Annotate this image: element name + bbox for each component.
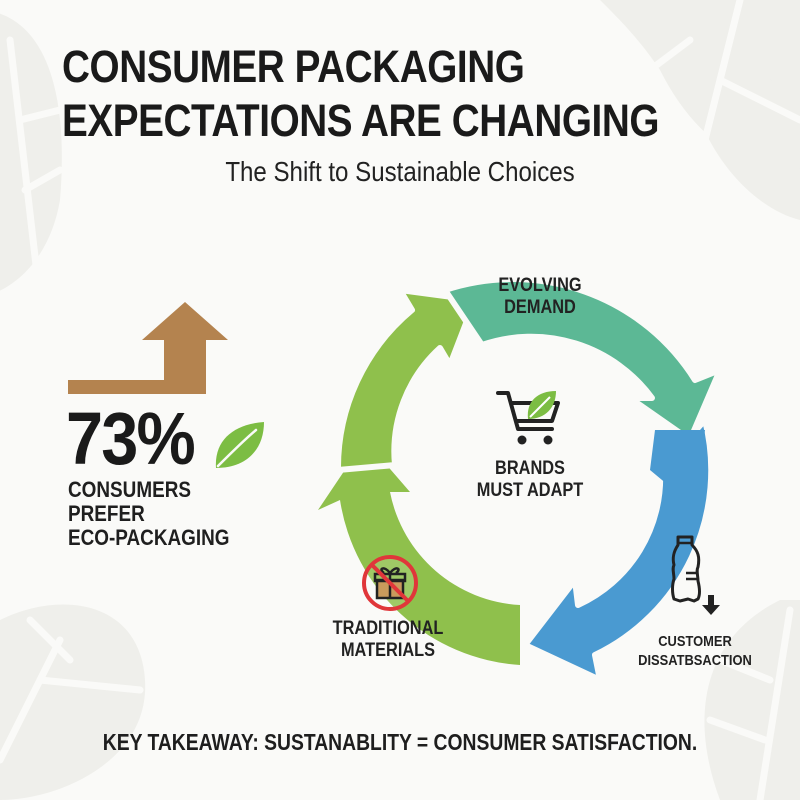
page-subtitle: The Shift to Sustainable Choices [225,156,575,187]
cycle-center-label: BRANDS MUST ADAPT [476,458,584,501]
eco-shopping-cart-icon [496,391,560,445]
stat-label-line-3: ECO-PACKAGING [68,525,230,550]
no-gift-box-icon [362,555,418,611]
cycle-segment-green-upper [334,287,478,473]
cycle-segment-blue [522,417,715,683]
title-line-2: EXPECTATIONS ARE CHANGING [62,95,660,146]
trend-up-arrow-icon [68,302,228,394]
key-takeaway: KEY TAKEAWAY: SUSTANABLITY = CONSUMER SA… [102,729,698,755]
cycle-label-evolving-demand: EVOLVING DEMAND [498,275,582,318]
leaf-icon [215,422,264,468]
title-line-1: CONSUMER PACKAGING [62,41,525,92]
stat-label-line-1: CONSUMERS [68,477,191,502]
stat-label: CONSUMERS PREFER ECO-PACKAGING [68,478,230,550]
plastic-bottle-down-icon [671,535,720,615]
stat-label-line-2: PREFER [68,501,145,526]
cycle-segment-teal [442,276,723,443]
cycle-label-traditional-materials: TRADITIONAL MATERIALS [332,618,444,661]
stat-percentage: 73% [66,397,196,480]
page-title: CONSUMER PACKAGING EXPECTATIONS ARE CHAN… [62,40,659,148]
cycle-label-customer-dissatisfaction: CUSTOMER DISSATBSACTION [638,633,752,669]
cycle-segment-green [318,440,520,665]
